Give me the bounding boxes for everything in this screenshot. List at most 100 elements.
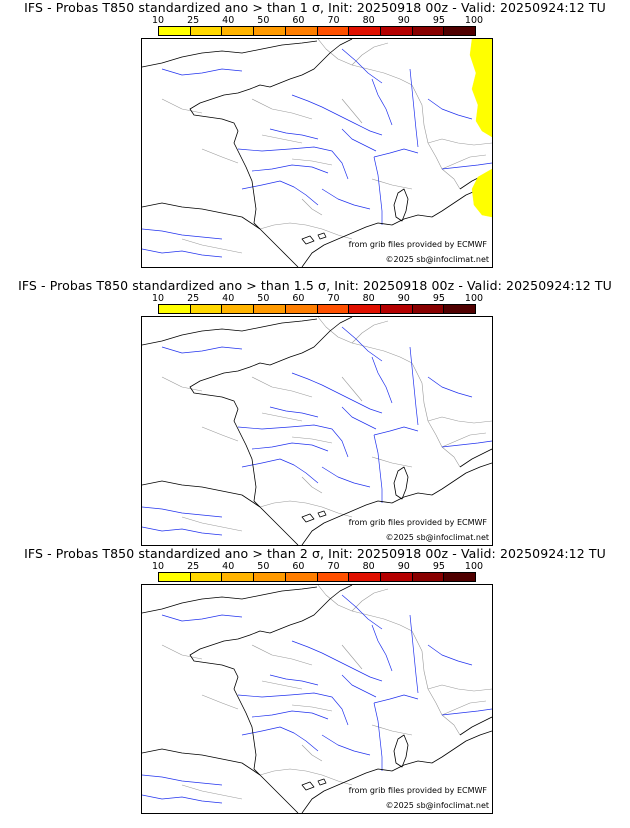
river-line — [321, 466, 371, 488]
border-line — [161, 644, 203, 660]
source-credit: from grib files provided by ECMWF — [348, 786, 487, 795]
coastline — [289, 39, 353, 80]
colorbar-tick-label: 90 — [397, 561, 410, 572]
colorbar-tick-label: 80 — [362, 561, 375, 572]
border-line — [251, 98, 313, 120]
border-line — [201, 426, 239, 442]
france-map — [142, 585, 492, 813]
colorbar — [158, 304, 476, 314]
river-line — [142, 774, 223, 786]
border-line — [181, 516, 243, 532]
france-map — [142, 39, 492, 267]
coastline — [317, 778, 327, 786]
river-line — [341, 674, 377, 698]
colorbar-segment — [190, 27, 223, 35]
river-line — [371, 78, 393, 126]
border-line — [371, 724, 413, 736]
colorbar-tick-label: 50 — [257, 15, 270, 26]
river-line — [269, 128, 319, 140]
coastline — [393, 734, 409, 768]
coastline — [301, 462, 492, 545]
colorbar-labels: 10 25 40 50 60 70 80 90 95 100 — [152, 15, 483, 27]
colorbar — [158, 26, 476, 36]
coastline — [189, 624, 291, 776]
probability-area — [469, 39, 492, 138]
coastline — [189, 78, 291, 230]
river-line — [241, 180, 319, 206]
colorbar-segment — [444, 305, 476, 313]
border-line — [301, 744, 323, 762]
river-line — [427, 376, 473, 398]
river-line — [371, 624, 393, 672]
river-line — [371, 356, 393, 404]
colorbar-tick-label: 100 — [464, 293, 484, 304]
colorbar-tick-label: 95 — [432, 15, 445, 26]
border-line — [181, 238, 243, 254]
colorbar-segment — [444, 573, 476, 581]
map-panel-1: IFS - Probas T850 standardized ano > tha… — [0, 0, 630, 276]
colorbar-tick-label: 80 — [362, 15, 375, 26]
colorbar-tick-label: 100 — [464, 15, 484, 26]
border-line — [291, 704, 333, 712]
colorbar-tick-label: 70 — [327, 293, 340, 304]
border-line — [181, 784, 243, 800]
river-line — [341, 406, 377, 430]
border-line — [341, 644, 363, 670]
border-line — [261, 412, 303, 422]
coastline — [289, 585, 353, 626]
colorbar-segment — [380, 305, 413, 313]
coastline — [142, 202, 261, 230]
coastline — [142, 40, 318, 68]
river-line — [161, 68, 243, 76]
border-line — [411, 84, 461, 190]
coastline — [459, 716, 492, 736]
border-line — [427, 684, 492, 692]
source-credit: from grib files provided by ECMWF — [348, 518, 487, 527]
colorbar-segment — [380, 27, 413, 35]
river-line — [269, 406, 319, 418]
river-line — [161, 346, 243, 354]
border-line — [251, 644, 313, 666]
border-line — [259, 222, 353, 240]
colorbar-segment — [317, 27, 350, 35]
river-line — [341, 594, 383, 630]
colorbar-segment — [285, 305, 318, 313]
colorbar-segment — [254, 305, 286, 313]
coastline — [301, 235, 315, 245]
colorbar-tick-label: 40 — [222, 293, 235, 304]
coastline — [142, 748, 261, 776]
copyright-notice: ©2025 sb@infoclimat.net — [385, 533, 490, 542]
copyright-notice: ©2025 sb@infoclimat.net — [385, 255, 490, 264]
colorbar-tick-label: 40 — [222, 561, 235, 572]
colorbar-segment — [317, 573, 350, 581]
colorbar — [158, 572, 476, 582]
river-line — [373, 702, 383, 771]
river-line — [291, 372, 383, 414]
river-line — [251, 442, 329, 452]
coastline — [189, 356, 291, 508]
colorbar-segment — [222, 27, 255, 35]
river-line — [373, 156, 383, 225]
river-line — [251, 710, 329, 720]
panel-title: IFS - Probas T850 standardized ano > tha… — [24, 0, 606, 15]
colorbar-segment — [317, 305, 350, 313]
colorbar-tick-label: 95 — [432, 561, 445, 572]
colorbar-segment — [190, 305, 223, 313]
coastline — [142, 318, 318, 346]
colorbar-tick-label: 60 — [292, 15, 305, 26]
coastline — [301, 184, 492, 267]
colorbar-tick-label: 80 — [362, 293, 375, 304]
river-line — [291, 640, 383, 682]
colorbar-segment — [222, 573, 255, 581]
colorbar-segment — [159, 27, 191, 35]
border-line — [161, 98, 203, 114]
copyright-notice: ©2025 sb@infoclimat.net — [385, 801, 490, 810]
colorbar-tick-label: 70 — [327, 15, 340, 26]
colorbar-segment — [254, 573, 286, 581]
border-line — [251, 376, 313, 398]
border-line — [411, 630, 461, 736]
colorbar-tick-label: 25 — [187, 15, 200, 26]
river-line — [142, 248, 223, 258]
panel-title: IFS - Probas T850 standardized ano > tha… — [24, 546, 606, 561]
border-line — [259, 500, 353, 518]
